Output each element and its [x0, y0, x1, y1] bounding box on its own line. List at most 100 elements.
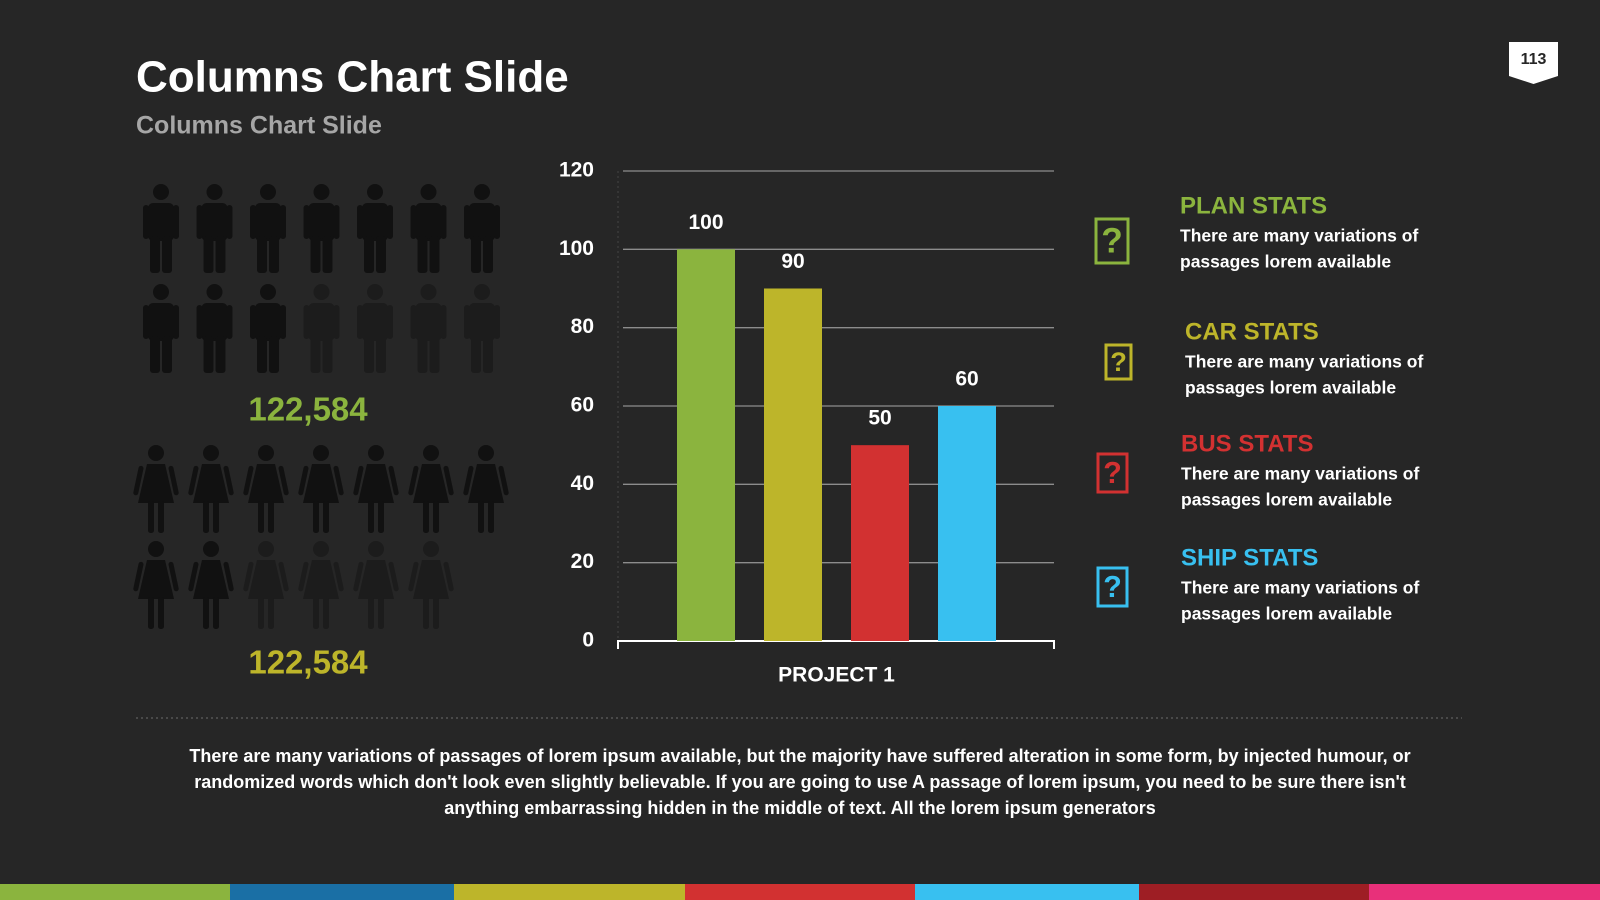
- stat-title: PLAN STATS: [1180, 192, 1327, 219]
- arm: [250, 205, 256, 239]
- leg: [483, 236, 493, 273]
- leg: [417, 236, 428, 273]
- y-tick-label: 40: [571, 472, 594, 495]
- arm: [143, 305, 149, 339]
- arm: [278, 465, 289, 496]
- head: [260, 284, 276, 300]
- stat-title: SHIP STATS: [1181, 544, 1318, 571]
- strip-segment: [1139, 884, 1369, 900]
- title: Columns Chart Slide: [136, 53, 569, 102]
- man-icon: [464, 284, 500, 373]
- head: [313, 541, 329, 557]
- stat-icon-glyph: ?: [1101, 221, 1123, 260]
- leg: [368, 501, 374, 533]
- torso: [255, 303, 281, 341]
- stat-title: CAR STATS: [1185, 318, 1319, 345]
- leg: [478, 501, 484, 533]
- head: [153, 284, 169, 300]
- arm: [333, 561, 344, 592]
- arm: [333, 465, 344, 496]
- dress: [303, 464, 339, 503]
- leg: [162, 236, 172, 273]
- leg: [268, 597, 274, 629]
- bar: [764, 288, 822, 641]
- torso: [308, 203, 335, 241]
- leg: [203, 236, 214, 273]
- leg: [471, 236, 481, 273]
- leg: [162, 336, 172, 373]
- y-tick-label: 60: [571, 394, 594, 417]
- torso: [469, 203, 495, 241]
- strip-segment: [685, 884, 915, 900]
- dress: [413, 560, 449, 599]
- dress: [248, 560, 284, 599]
- leg: [378, 597, 384, 629]
- subtitle: Columns Chart Slide: [136, 112, 382, 140]
- woman-icon: [408, 445, 454, 533]
- arm: [168, 561, 179, 592]
- leg: [417, 336, 428, 373]
- y-tick-label: 120: [559, 159, 594, 182]
- stat-icon-glyph: ?: [1103, 456, 1122, 490]
- arm: [494, 305, 500, 339]
- leg: [322, 336, 333, 373]
- arm: [226, 305, 233, 339]
- leg: [215, 336, 226, 373]
- leg: [313, 501, 319, 533]
- leg: [150, 236, 160, 273]
- head: [153, 184, 169, 200]
- strip-segment: [915, 884, 1139, 900]
- arm: [223, 465, 234, 496]
- woman-icon: [243, 445, 289, 533]
- leg: [158, 501, 164, 533]
- head: [478, 445, 494, 461]
- arm: [494, 205, 500, 239]
- leg: [433, 501, 439, 533]
- stat-text: There are many variations of: [1181, 578, 1419, 598]
- leg: [423, 501, 429, 533]
- strip-segment: [230, 884, 454, 900]
- head: [148, 541, 164, 557]
- stat-title: BUS STATS: [1181, 430, 1313, 457]
- women-count: 122,584: [248, 644, 368, 681]
- arm: [188, 561, 199, 592]
- head: [423, 541, 439, 557]
- leg: [376, 336, 386, 373]
- leg: [269, 236, 279, 273]
- leg: [471, 336, 481, 373]
- arm: [333, 305, 340, 339]
- stat-icon-frame: [1096, 452, 1129, 494]
- leg: [258, 501, 264, 533]
- arm: [173, 205, 179, 239]
- head: [368, 445, 384, 461]
- head: [474, 184, 490, 200]
- dress: [303, 560, 339, 599]
- page-badge: [1509, 42, 1558, 84]
- leg: [148, 501, 154, 533]
- head: [313, 284, 330, 300]
- bar: [677, 249, 735, 642]
- woman-icon: [353, 445, 399, 533]
- leg: [483, 336, 493, 373]
- leg: [158, 597, 164, 629]
- head: [313, 184, 330, 200]
- torso: [148, 203, 174, 241]
- stat-icon-glyph: ?: [1110, 346, 1127, 377]
- leg: [322, 236, 333, 273]
- arm: [333, 205, 340, 239]
- arm: [143, 205, 149, 239]
- arm: [196, 205, 203, 239]
- arm: [226, 205, 233, 239]
- woman-icon: [188, 445, 234, 533]
- man-icon: [357, 284, 393, 373]
- arm: [243, 465, 254, 496]
- arm: [168, 465, 179, 496]
- leg: [257, 336, 267, 373]
- leg: [323, 597, 329, 629]
- torso: [255, 203, 281, 241]
- leg: [378, 501, 384, 533]
- head: [206, 284, 223, 300]
- stat-text: passages lorem available: [1181, 604, 1392, 624]
- arm: [303, 205, 310, 239]
- arm: [298, 561, 309, 592]
